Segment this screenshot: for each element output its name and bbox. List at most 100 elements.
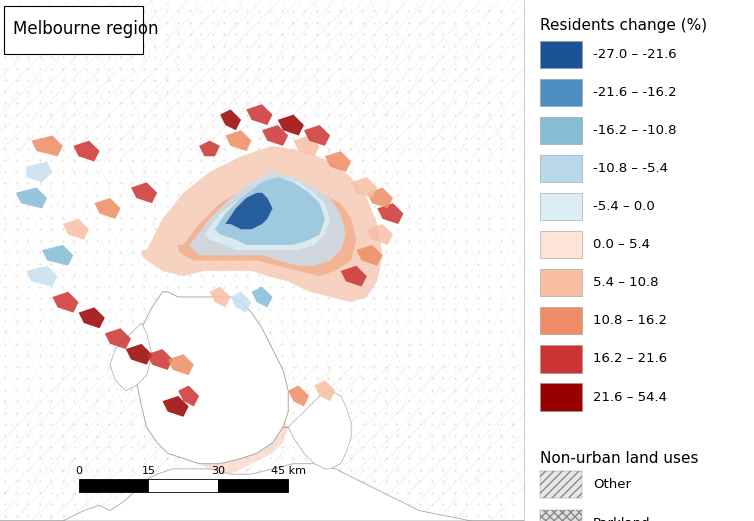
Point xyxy=(0,259,11,268)
Point xyxy=(380,294,392,302)
Point xyxy=(333,317,345,325)
Point xyxy=(322,42,334,50)
Point xyxy=(195,88,207,96)
Point xyxy=(172,340,184,348)
Point xyxy=(287,328,299,337)
Point xyxy=(184,99,196,107)
Point xyxy=(218,191,230,199)
Point xyxy=(472,42,484,50)
Point xyxy=(333,156,345,165)
Point xyxy=(368,19,380,27)
Point xyxy=(91,397,103,405)
Point xyxy=(11,512,23,520)
Point xyxy=(495,65,507,73)
Point xyxy=(195,225,207,233)
Point xyxy=(230,397,242,405)
Point xyxy=(276,225,288,233)
Point xyxy=(137,53,149,61)
Point xyxy=(161,466,173,474)
Point xyxy=(253,317,265,325)
Point xyxy=(253,328,265,337)
Point xyxy=(276,179,288,188)
Point xyxy=(461,110,473,119)
Point xyxy=(299,191,311,199)
Point xyxy=(311,145,323,153)
Point xyxy=(115,500,127,508)
FancyBboxPatch shape xyxy=(4,6,143,54)
Point xyxy=(161,30,173,39)
Point xyxy=(103,99,115,107)
Point xyxy=(437,19,449,27)
Point xyxy=(507,99,519,107)
Point xyxy=(461,294,473,302)
Point xyxy=(461,225,473,233)
Point xyxy=(11,122,23,130)
Point xyxy=(253,408,265,417)
Point xyxy=(322,7,334,16)
Point xyxy=(69,454,81,463)
Point xyxy=(391,294,403,302)
Point xyxy=(184,466,196,474)
Point xyxy=(265,466,277,474)
Point xyxy=(57,30,69,39)
Point xyxy=(137,145,149,153)
Point xyxy=(34,294,46,302)
Point xyxy=(45,156,57,165)
Point xyxy=(69,443,81,451)
Point xyxy=(414,466,426,474)
Point xyxy=(472,271,484,279)
Point xyxy=(80,76,92,84)
Point xyxy=(207,317,219,325)
Point xyxy=(276,122,288,130)
Point xyxy=(403,363,415,371)
Point xyxy=(461,454,473,463)
Point xyxy=(265,512,277,520)
Point xyxy=(507,328,519,337)
Point xyxy=(299,237,311,245)
Text: -16.2 – -10.8: -16.2 – -10.8 xyxy=(593,125,676,137)
Point xyxy=(45,363,57,371)
Point xyxy=(311,363,323,371)
Point xyxy=(195,351,207,359)
Point xyxy=(437,443,449,451)
Point xyxy=(115,363,127,371)
Point xyxy=(426,431,438,440)
Point xyxy=(0,53,11,61)
Point xyxy=(253,145,265,153)
Point xyxy=(299,259,311,268)
Point xyxy=(230,466,242,474)
Point xyxy=(172,386,184,394)
Polygon shape xyxy=(178,386,199,406)
Point xyxy=(311,351,323,359)
Point xyxy=(322,19,334,27)
Point xyxy=(357,351,369,359)
Point xyxy=(357,42,369,50)
Point xyxy=(218,7,230,16)
Point xyxy=(172,443,184,451)
Point xyxy=(380,477,392,486)
Point xyxy=(368,512,380,520)
Point xyxy=(126,397,138,405)
Point xyxy=(311,7,323,16)
Point xyxy=(161,65,173,73)
Point xyxy=(333,294,345,302)
Point xyxy=(483,489,495,497)
Point xyxy=(437,363,449,371)
Polygon shape xyxy=(110,323,152,391)
Point xyxy=(230,225,242,233)
Point xyxy=(126,42,138,50)
Point xyxy=(357,477,369,486)
Point xyxy=(333,202,345,210)
Point xyxy=(483,19,495,27)
Point xyxy=(461,397,473,405)
Point xyxy=(0,294,11,302)
Point xyxy=(333,19,345,27)
Point xyxy=(311,179,323,188)
Point xyxy=(287,156,299,165)
Point xyxy=(437,294,449,302)
Point xyxy=(11,271,23,279)
Point xyxy=(57,99,69,107)
Point xyxy=(403,248,415,256)
Point xyxy=(472,351,484,359)
Point xyxy=(437,397,449,405)
